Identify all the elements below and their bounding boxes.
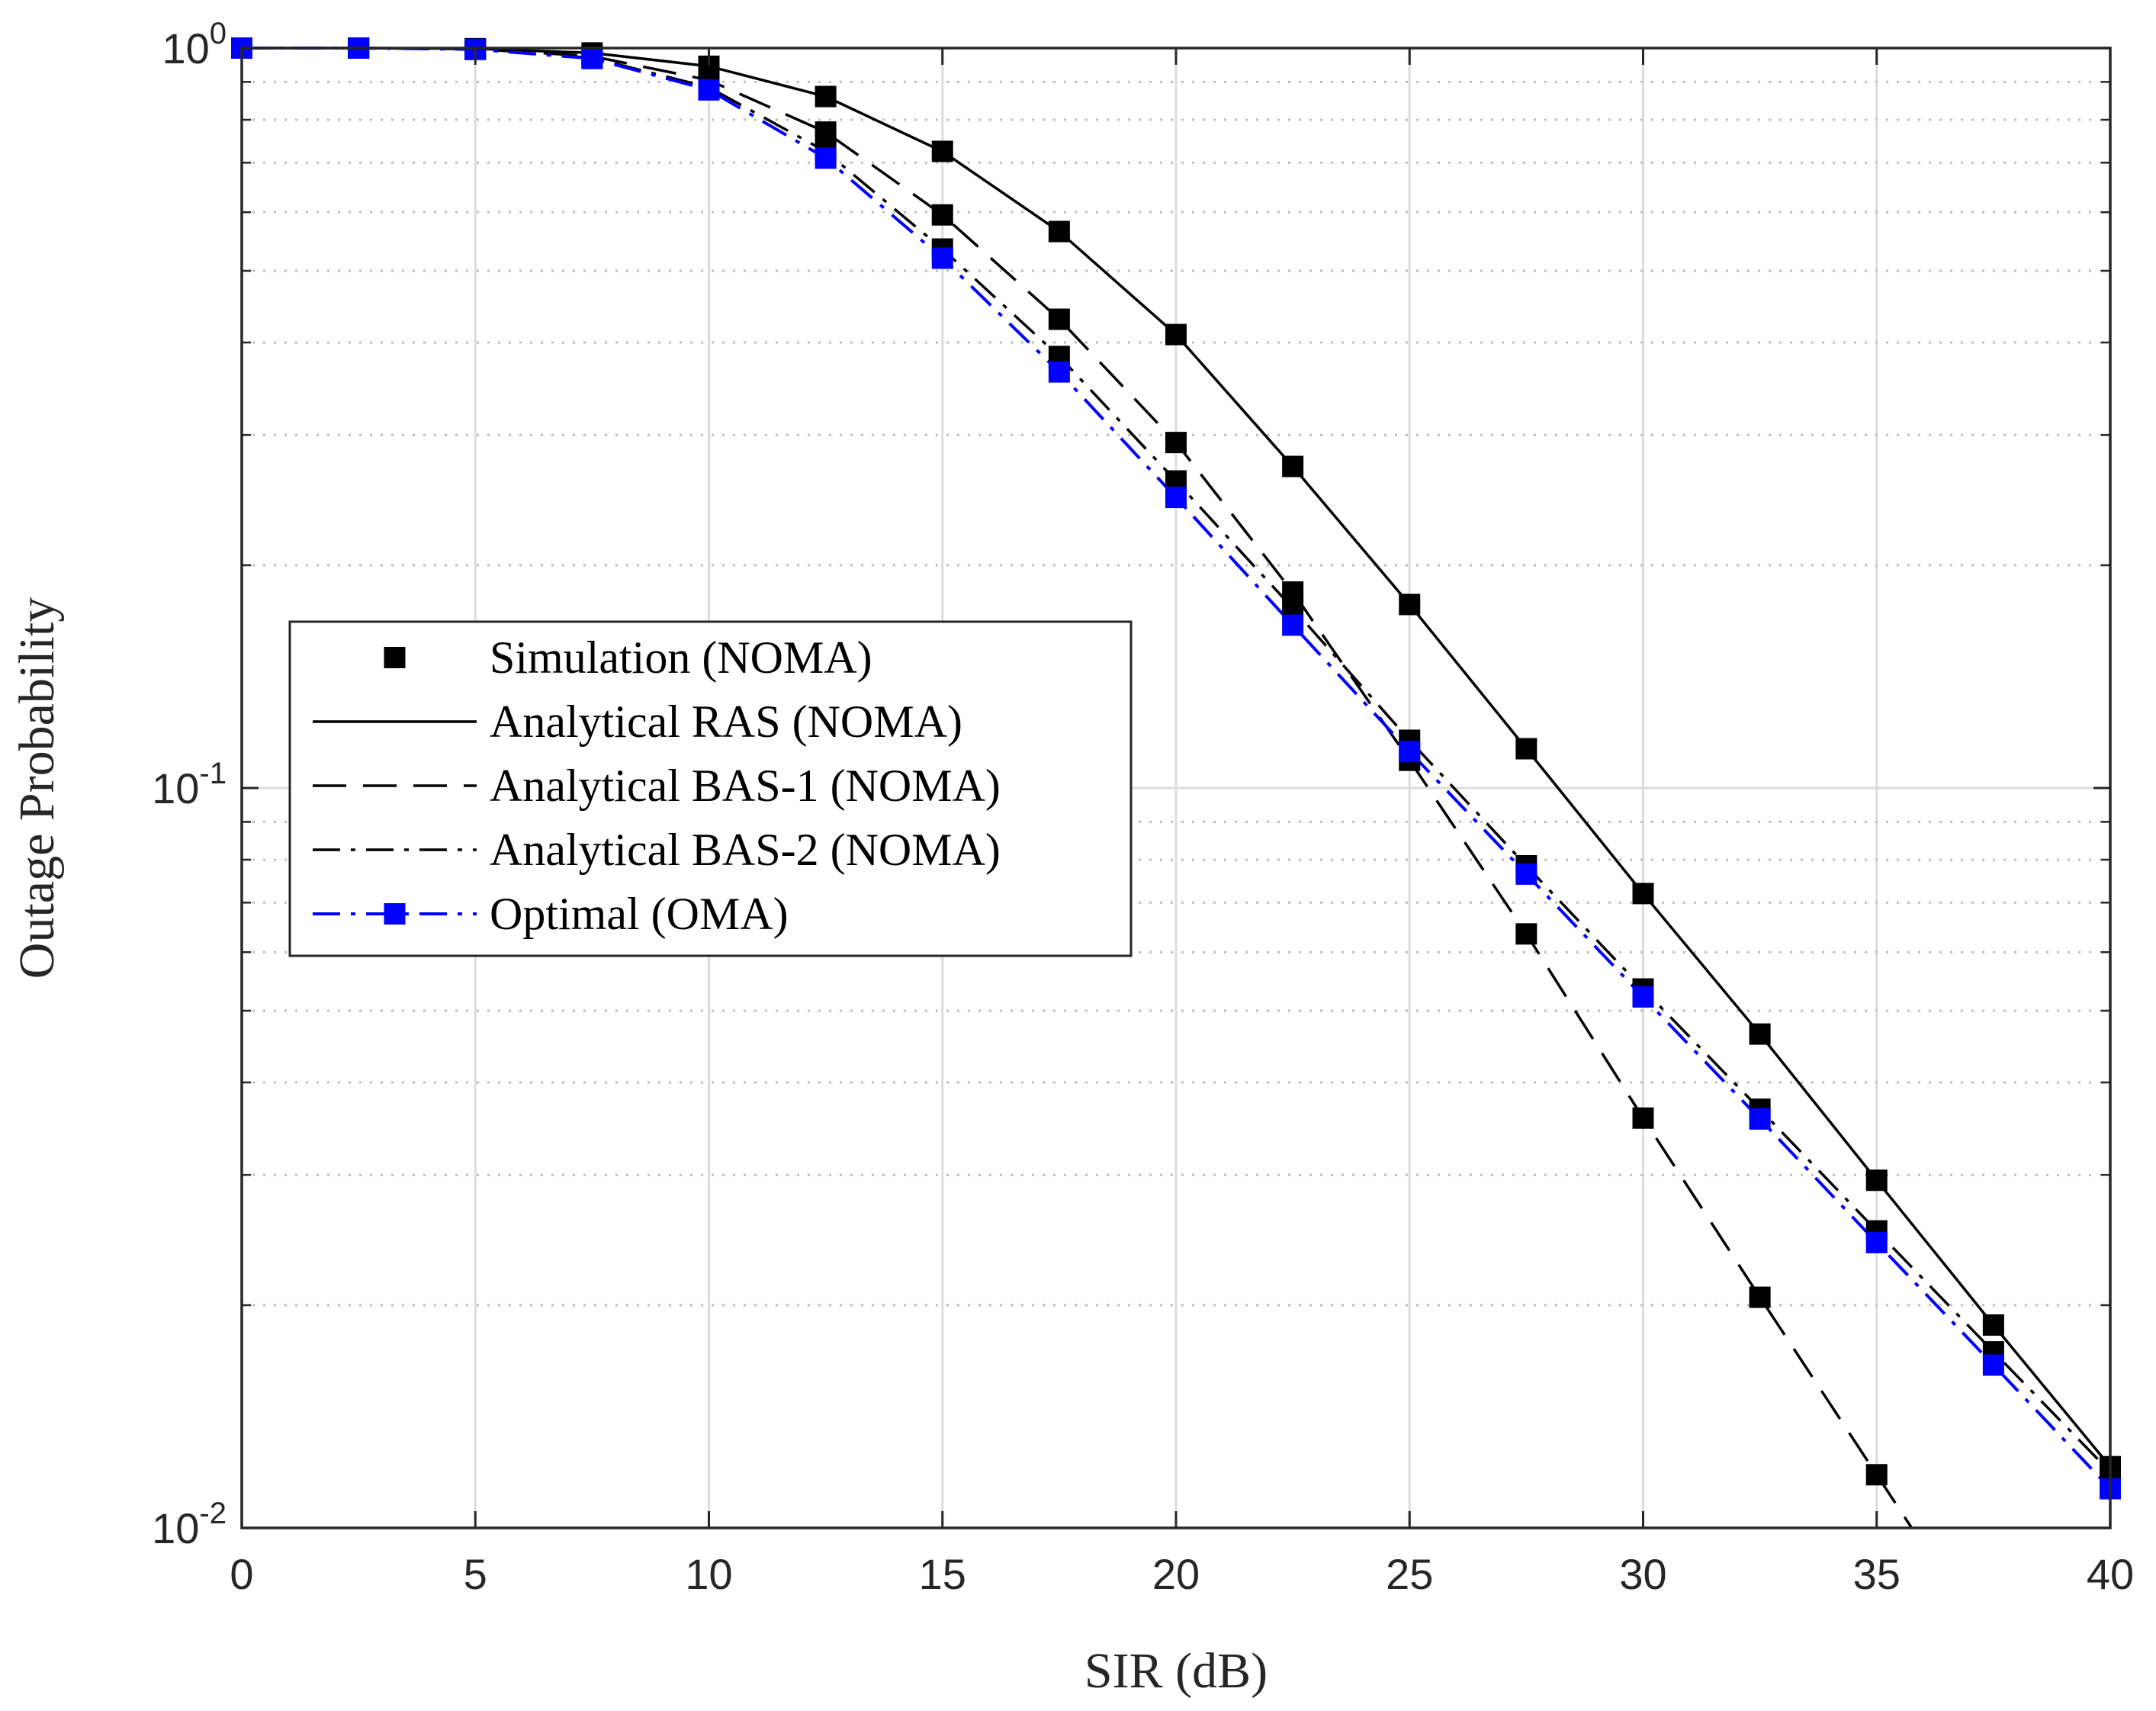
legend-marker-sample — [384, 647, 406, 668]
legend-label: Optimal (OMA) — [490, 889, 789, 939]
x-tick-label: 5 — [464, 1550, 487, 1598]
legend-item: Analytical BAS-2 (NOMA) — [313, 825, 1001, 875]
optimal-marker — [1399, 741, 1421, 763]
x-tick-label: 40 — [2087, 1550, 2134, 1598]
simulation-marker — [1632, 883, 1654, 905]
simulation-marker — [1282, 455, 1304, 478]
legend-label: Simulation (NOMA) — [490, 632, 872, 683]
x-tick-label: 35 — [1853, 1550, 1901, 1598]
x-tick-label: 0 — [230, 1550, 253, 1598]
simulation-marker — [1865, 1169, 1888, 1192]
simulation-marker — [931, 140, 953, 162]
y-axis-title: Outage Probability — [9, 597, 65, 979]
legend-label: Analytical BAS-1 (NOMA) — [490, 761, 1001, 811]
simulation-marker — [1048, 220, 1070, 243]
legend-item: Analytical BAS-1 (NOMA) — [313, 761, 1001, 811]
optimal-marker — [1515, 863, 1537, 885]
simulation-marker — [1865, 1464, 1888, 1486]
x-tick-label: 15 — [919, 1550, 966, 1598]
simulation-marker — [1399, 593, 1421, 616]
x-tick-label: 30 — [1619, 1550, 1666, 1598]
optimal-marker — [698, 79, 720, 101]
simulation-marker — [1515, 923, 1537, 945]
simulation-marker — [1165, 432, 1187, 454]
x-tick-label: 20 — [1152, 1550, 1200, 1598]
legend-box — [288, 620, 1133, 957]
simulation-marker — [815, 121, 837, 143]
optimal-marker — [1282, 614, 1304, 636]
optimal-marker — [1749, 1108, 1771, 1130]
simulation-marker — [1632, 1107, 1654, 1129]
optimal-marker — [1865, 1231, 1888, 1253]
x-axis-title: SIR (dB) — [1084, 1643, 1268, 1699]
ticks — [240, 47, 2112, 1529]
series-line — [242, 47, 1913, 1529]
x-tick-label: 25 — [1386, 1550, 1433, 1598]
optimal-marker — [1982, 1354, 2004, 1376]
optimal-marker — [931, 247, 953, 269]
y-tick-label: 10-2 — [152, 1497, 227, 1552]
optimal-marker — [1632, 986, 1654, 1008]
optimal-marker — [1048, 361, 1070, 383]
simulation-marker — [1749, 1286, 1771, 1308]
legend-item: Optimal (OMA) — [313, 889, 789, 939]
optimal-marker — [1165, 487, 1187, 509]
x-tick-label: 10 — [685, 1550, 732, 1598]
optimal-marker — [815, 147, 837, 169]
simulation-marker — [1515, 738, 1537, 760]
optimal-marker — [581, 47, 603, 69]
legend: Simulation (NOMA) Analytical RAS (NOMA) An… — [288, 620, 1133, 957]
legend-item: Analytical RAS (NOMA) — [313, 696, 962, 747]
legend-item: Simulation (NOMA) — [384, 632, 872, 683]
y-tick-label: 10-1 — [152, 757, 227, 812]
simulation-marker — [931, 204, 953, 226]
tick-labels: 0 5 10 15 20 25 30 35 40 100 10-1 10-2 — [152, 17, 2134, 1598]
simulation-marker — [1749, 1023, 1771, 1045]
simulation-marker — [1048, 308, 1070, 330]
legend-label: Analytical RAS (NOMA) — [490, 696, 962, 747]
y-tick-label: 100 — [162, 17, 227, 72]
simulation-marker — [815, 85, 837, 108]
legend-label: Analytical BAS-2 (NOMA) — [490, 825, 1001, 875]
legend-marker-sample — [384, 903, 406, 925]
simulation-marker — [1165, 323, 1187, 346]
simulation-marker — [1982, 1314, 2004, 1336]
